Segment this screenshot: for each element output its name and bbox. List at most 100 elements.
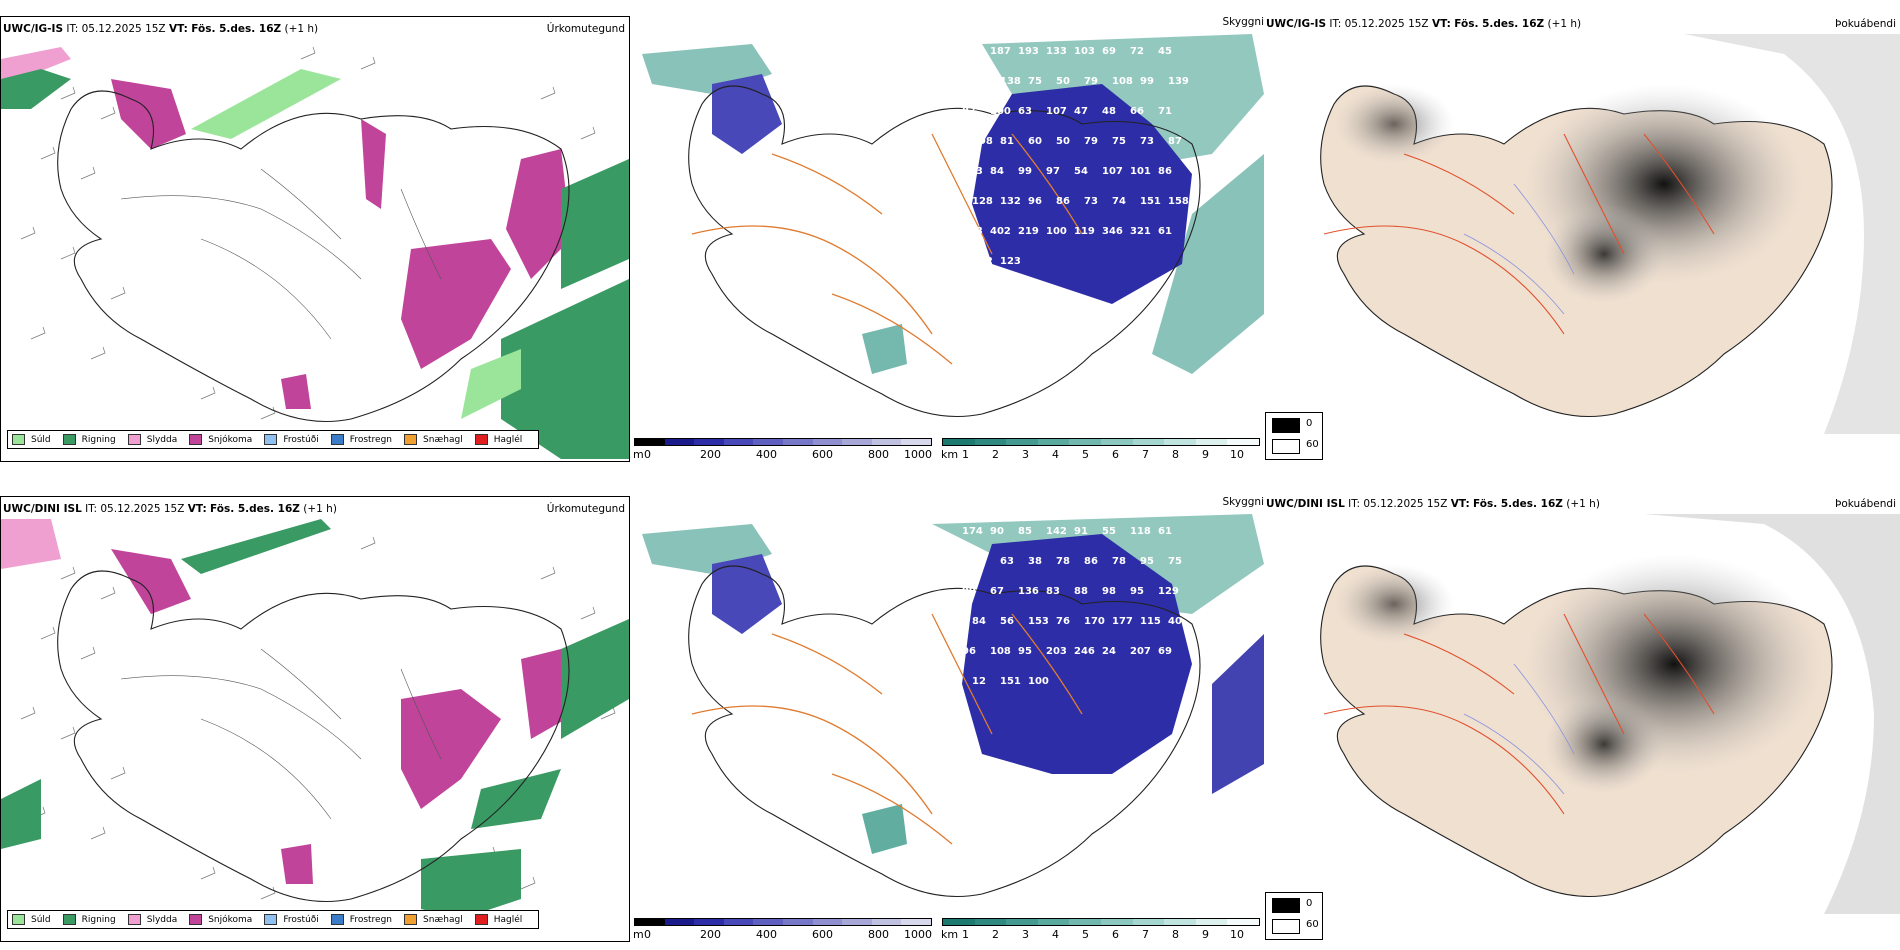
cloud-base-value: 84	[990, 166, 1004, 177]
colorbar-swatches	[942, 438, 1260, 446]
legend-swatch	[127, 434, 141, 445]
legend-label: Haglél	[493, 914, 523, 925]
cloud-base-value: 87	[962, 106, 976, 117]
colorbar-swatch	[1164, 439, 1196, 445]
fog-legend-light-swatch	[1272, 919, 1300, 934]
init-time: 05.12.2025 15Z	[1344, 18, 1429, 30]
colorbar-swatch	[901, 439, 931, 445]
precip-legend: Súld Rigning Slydda Snjókoma Frostúði Frostre…	[7, 430, 540, 449]
cloud-base-value: 101	[1130, 166, 1151, 177]
cloud-base-labels: 174 90 85 142 91 55 118 61 99 63 38 78 86 78 95 75 99 67 1…	[962, 526, 1182, 687]
model-name: UWC/DINI ISL	[3, 503, 82, 515]
legend-label: Frostúði	[283, 914, 319, 925]
colorbar-swatch	[1195, 919, 1228, 925]
legend-swatch	[474, 434, 488, 445]
init-time: 05.12.2025 15Z	[81, 23, 166, 35]
legend-item: Slydda	[127, 434, 177, 445]
cloud-base-value: 174	[962, 526, 983, 537]
fog-legend-dark-swatch	[1272, 418, 1300, 433]
cloud-map: 174 90 85 142 91 55 118 61 99 63 38 78 86 78 95 75 99 67 1…	[642, 514, 1264, 898]
cloud-base-value: 95	[1018, 646, 1032, 657]
colorbar-swatch	[1069, 439, 1101, 445]
cloud-base-value: 438	[972, 76, 993, 87]
colorbar-swatch	[901, 919, 931, 925]
panel-title: Úrkomutegund	[546, 503, 625, 515]
init-time: 05.12.2025 15Z	[100, 503, 185, 515]
coastline	[57, 90, 570, 423]
precip-type-panel: UWC/IG-IS IT: 05.12.2025 15Z VT: Fös. 5.…	[0, 12, 632, 467]
cloud-base-value: 69	[1158, 646, 1172, 657]
valid-time: Fös. 5.des. 16Z	[210, 503, 300, 515]
legend-swatch	[12, 914, 25, 925]
colorbar-swatch	[1006, 919, 1038, 925]
panel-header: UWC/DINI ISL IT: 05.12.2025 15Z VT: Fös.…	[3, 503, 337, 515]
cloud-base-value: 83	[1046, 586, 1060, 597]
init-time: 05.12.2025 15Z	[1363, 498, 1448, 510]
legend-swatch	[189, 434, 203, 445]
colorbar-swatch	[943, 439, 975, 445]
cloud-base-value: 86	[1056, 196, 1070, 207]
coastline	[57, 570, 570, 903]
cloud-base-value: 107	[1102, 166, 1123, 177]
fog-map	[1320, 34, 1900, 434]
cloud-base-value: 95	[1130, 586, 1144, 597]
cloud-base-value: 84	[972, 616, 986, 627]
cloud-map: 467 187 193 133 103 69 72 45 438 138 75 50 79 108 99 13…	[642, 34, 1264, 418]
legend-swatch	[62, 434, 76, 445]
legend-label: Súld	[31, 914, 51, 925]
colorbar-swatch	[842, 439, 872, 445]
cloud-base-value: 79	[1084, 76, 1098, 87]
cloud-base-value: 60	[1028, 136, 1042, 147]
cloud-base-value: 133	[1046, 46, 1067, 57]
cloud-base-value: 73	[1084, 196, 1098, 207]
cloud-base-value: 100	[990, 106, 1011, 117]
colorbar-swatch	[782, 919, 813, 925]
rivers	[1463, 183, 1575, 315]
cloud-base-value: 55	[1102, 526, 1116, 537]
cloud-base-value: 95	[1140, 556, 1154, 567]
cloud-base-value: 69	[1102, 46, 1116, 57]
colorbar-swatch	[871, 439, 902, 445]
cloud-base-value: 99	[1018, 166, 1032, 177]
cloud-base-value: 86	[1158, 166, 1172, 177]
cloud-base-value: 67	[990, 586, 1004, 597]
cloud-base-value: 103	[962, 166, 983, 177]
colorbar-swatch	[635, 919, 665, 925]
legend-item: Snjókoma	[189, 434, 252, 445]
colorbar-swatches	[634, 438, 932, 446]
cloud-base-value: 96	[962, 646, 976, 657]
precip-areas	[1, 47, 629, 459]
model-name: UWC/IG-IS	[3, 23, 64, 35]
colorbar-swatch	[782, 439, 813, 445]
colorbar-swatch	[1227, 919, 1259, 925]
cloud-base-value: 170	[1084, 616, 1105, 627]
cloud-base-value: 85	[1018, 526, 1032, 537]
cloud-base-value: 40	[1168, 616, 1182, 627]
cloud-base-value: 72	[1130, 46, 1144, 57]
coastline	[688, 565, 1201, 898]
coastline	[688, 85, 1201, 418]
legend-swatch	[330, 434, 344, 445]
roads	[1323, 133, 1715, 335]
cloud-base-value: 38	[1028, 556, 1042, 567]
legend-label: Frostregn	[349, 434, 393, 445]
cloud-base-value: 118	[1130, 526, 1151, 537]
cloud-base-value: 79	[1084, 136, 1098, 147]
panel-header: UWC/IG-IS IT: 05.12.2025 15Z VT: Fös. 5.…	[1266, 18, 1582, 30]
legend-label: Súld	[31, 434, 51, 445]
precip-map	[1, 519, 629, 919]
colorbar-unit: m	[633, 448, 644, 461]
cloud-base-value: 123	[1000, 256, 1021, 267]
cloud-base-value: 75	[1028, 76, 1042, 87]
cloud-base-value: 87	[1168, 136, 1182, 147]
valid-time: Fös. 5.des. 16Z	[191, 23, 282, 35]
colorbar-swatch	[1069, 919, 1101, 925]
legend-swatch	[404, 914, 418, 925]
roads	[120, 168, 442, 340]
cloud-base-value: 63	[1000, 556, 1014, 567]
precip-map	[1, 46, 629, 459]
panel-header: UWC/IG-IS IT: 05.12.2025 15Z VT: Fös. 5.…	[3, 23, 319, 35]
cloud-base-value: 96	[1028, 196, 1042, 207]
lead-time: (+1 h)	[1566, 498, 1600, 510]
fog-legend-light-swatch	[1272, 439, 1300, 454]
